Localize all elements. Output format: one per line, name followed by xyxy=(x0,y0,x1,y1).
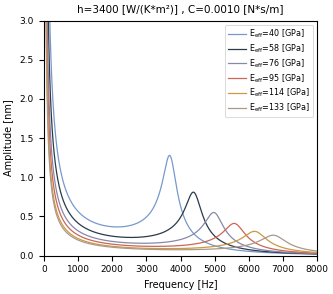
$\mathregular{E_{eff}}$=133 [GPa] xyxy=(304,248,308,251)
$\mathregular{E_{eff}}$=40 [GPa] xyxy=(285,252,289,255)
$\mathregular{E_{eff}}$=95 [GPa] xyxy=(304,251,308,254)
$\mathregular{E_{eff}}$=58 [GPa] xyxy=(69,214,73,217)
$\mathregular{E_{eff}}$=133 [GPa] xyxy=(285,240,289,244)
X-axis label: Frequency [Hz]: Frequency [Hz] xyxy=(144,280,217,290)
$\mathregular{E_{eff}}$=76 [GPa] xyxy=(266,249,270,253)
$\mathregular{E_{eff}}$=40 [GPa] xyxy=(69,200,73,203)
$\mathregular{E_{eff}}$=95 [GPa] xyxy=(315,251,319,255)
Line: $\mathregular{E_{eff}}$=114 [GPa]: $\mathregular{E_{eff}}$=114 [GPa] xyxy=(44,0,317,253)
$\mathregular{E_{eff}}$=76 [GPa] xyxy=(111,240,115,243)
$\mathregular{E_{eff}}$=76 [GPa] xyxy=(260,248,264,251)
Line: $\mathregular{E_{eff}}$=40 [GPa]: $\mathregular{E_{eff}}$=40 [GPa] xyxy=(44,0,317,254)
$\mathregular{E_{eff}}$=133 [GPa] xyxy=(69,234,73,238)
$\mathregular{E_{eff}}$=133 [GPa] xyxy=(266,235,270,238)
$\mathregular{E_{eff}}$=58 [GPa] xyxy=(266,250,270,253)
$\mathregular{E_{eff}}$=95 [GPa] xyxy=(69,228,73,232)
$\mathregular{E_{eff}}$=133 [GPa] xyxy=(315,249,319,253)
Line: $\mathregular{E_{eff}}$=58 [GPa]: $\mathregular{E_{eff}}$=58 [GPa] xyxy=(44,0,317,254)
$\mathregular{E_{eff}}$=40 [GPa] xyxy=(315,253,319,256)
$\mathregular{E_{eff}}$=76 [GPa] xyxy=(315,252,319,255)
$\mathregular{E_{eff}}$=95 [GPa] xyxy=(111,243,115,246)
$\mathregular{E_{eff}}$=76 [GPa] xyxy=(69,223,73,227)
Line: $\mathregular{E_{eff}}$=95 [GPa]: $\mathregular{E_{eff}}$=95 [GPa] xyxy=(44,0,317,253)
$\mathregular{E_{eff}}$=114 [GPa] xyxy=(285,247,289,250)
$\mathregular{E_{eff}}$=40 [GPa] xyxy=(260,250,264,254)
Legend: $\mathregular{E_{eff}}$=40 [GPa], $\mathregular{E_{eff}}$=58 [GPa], $\mathregula: $\mathregular{E_{eff}}$=40 [GPa], $\math… xyxy=(225,24,313,117)
$\mathregular{E_{eff}}$=95 [GPa] xyxy=(266,246,270,250)
$\mathregular{E_{eff}}$=40 [GPa] xyxy=(304,252,308,256)
$\mathregular{E_{eff}}$=58 [GPa] xyxy=(304,252,308,255)
$\mathregular{E_{eff}}$=133 [GPa] xyxy=(260,238,264,242)
$\mathregular{E_{eff}}$=58 [GPa] xyxy=(285,251,289,255)
Title: h=3400 [W/(K*m²)] , C=0.0010 [N*s/m]: h=3400 [W/(K*m²)] , C=0.0010 [N*s/m] xyxy=(77,4,284,14)
$\mathregular{E_{eff}}$=76 [GPa] xyxy=(304,252,308,255)
$\mathregular{E_{eff}}$=58 [GPa] xyxy=(260,249,264,253)
$\mathregular{E_{eff}}$=40 [GPa] xyxy=(266,251,270,254)
$\mathregular{E_{eff}}$=95 [GPa] xyxy=(285,249,289,253)
Line: $\mathregular{E_{eff}}$=133 [GPa]: $\mathregular{E_{eff}}$=133 [GPa] xyxy=(44,0,317,251)
$\mathregular{E_{eff}}$=114 [GPa] xyxy=(266,239,270,242)
$\mathregular{E_{eff}}$=114 [GPa] xyxy=(69,233,73,236)
$\mathregular{E_{eff}}$=95 [GPa] xyxy=(260,244,264,248)
$\mathregular{E_{eff}}$=114 [GPa] xyxy=(304,250,308,253)
$\mathregular{E_{eff}}$=114 [GPa] xyxy=(111,245,115,248)
$\mathregular{E_{eff}}$=58 [GPa] xyxy=(315,252,319,256)
Line: $\mathregular{E_{eff}}$=76 [GPa]: $\mathregular{E_{eff}}$=76 [GPa] xyxy=(44,0,317,254)
$\mathregular{E_{eff}}$=40 [GPa] xyxy=(111,225,115,228)
$\mathregular{E_{eff}}$=114 [GPa] xyxy=(315,251,319,254)
$\mathregular{E_{eff}}$=58 [GPa] xyxy=(111,235,115,238)
Y-axis label: Amplitude [nm]: Amplitude [nm] xyxy=(4,100,14,176)
$\mathregular{E_{eff}}$=133 [GPa] xyxy=(111,245,115,249)
$\mathregular{E_{eff}}$=76 [GPa] xyxy=(285,250,289,254)
$\mathregular{E_{eff}}$=114 [GPa] xyxy=(260,233,264,237)
